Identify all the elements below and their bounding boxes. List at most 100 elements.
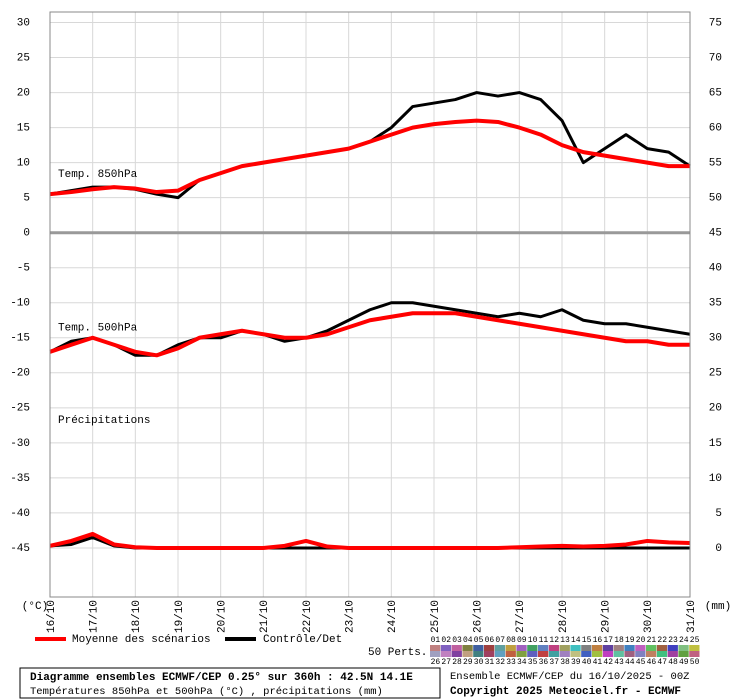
y-tick-label: 5: [23, 193, 30, 205]
perturbation-label: 40: [582, 658, 592, 667]
perturbation-label: 45: [636, 658, 646, 667]
perturbation-label: 06: [485, 636, 495, 645]
perturbation-swatch: [635, 645, 646, 651]
perturbation-label: 07: [495, 636, 505, 645]
perturbation-swatch: [581, 645, 592, 651]
series-line: [49, 118, 690, 197]
perturbation-label: 50: [690, 658, 700, 667]
y-tick-label: 25: [17, 52, 30, 64]
perturbation-label: 12: [549, 636, 559, 645]
grid: [49, 12, 691, 597]
perturbation-label: 11: [539, 636, 549, 645]
perturbation-swatch: [602, 651, 614, 657]
perturbation-label: 01: [431, 636, 441, 645]
y-tick-label: 10: [17, 158, 30, 170]
perturbation-swatch: [462, 651, 473, 657]
x-tick-label: 28/10: [558, 600, 570, 633]
y2-tick-label: 15: [709, 438, 722, 450]
y2-tick-label: 35: [709, 298, 722, 310]
perturbation-swatch: [505, 645, 516, 651]
y2-tick-label: 50: [709, 193, 722, 205]
perturbation-swatch: [602, 645, 614, 651]
perturbation-swatch: [570, 645, 581, 651]
y2-tick-label: 10: [709, 473, 722, 485]
legend-label: Contrôle/Det: [263, 634, 342, 646]
perturbation-label: 41: [593, 658, 603, 667]
x-tick-label: 23/10: [345, 600, 357, 633]
x-tick-label: 27/10: [515, 600, 527, 633]
footer-run: Ensemble ECMWF/CEP du 16/10/2025 - 00Z: [450, 671, 689, 683]
perturbation-label: 13: [560, 636, 570, 645]
y2-tick-label: 60: [709, 123, 722, 135]
y-tick-label: -5: [17, 263, 30, 275]
x-tick-label: 30/10: [643, 600, 655, 633]
perturbation-swatch: [646, 651, 657, 657]
y2-unit: (mm): [705, 601, 731, 613]
perturbation-label: 16: [593, 636, 603, 645]
perturbation-swatch: [538, 651, 549, 657]
x-tick-label: 31/10: [686, 600, 698, 633]
perturbation-label: 47: [657, 658, 667, 667]
perturbation-swatch: [592, 645, 603, 651]
perturbation-label: 44: [625, 658, 635, 667]
panel-label: Précipitations: [58, 415, 150, 427]
perturbation-swatch: [516, 651, 527, 657]
y-tick-label: 15: [17, 123, 30, 135]
perturbation-swatch: [635, 651, 646, 657]
perturbation-swatch: [613, 645, 624, 651]
perturbation-label: 09: [517, 636, 527, 645]
y-tick-label: -45: [10, 543, 30, 555]
perturbation-label: 29: [463, 658, 473, 667]
perturbation-swatch: [484, 645, 495, 651]
perturbation-swatch: [667, 645, 678, 651]
perturbation-swatch: [678, 651, 689, 657]
y-unit: (°C): [22, 601, 48, 613]
y2-tick-label: 20: [709, 403, 722, 415]
perturbation-label: 04: [463, 636, 473, 645]
perturbation-label: 23: [668, 636, 678, 645]
perturbation-swatch: [473, 651, 484, 657]
perturbation-swatch: [494, 651, 506, 657]
y-tick-label: -15: [10, 333, 30, 345]
perturbation-label: 14: [571, 636, 581, 645]
perturbation-swatch: [656, 645, 668, 651]
perturbation-swatch: [451, 651, 462, 657]
perturbation-swatch: [548, 645, 560, 651]
perturbation-legend: 01 02 03 04 05 06 07 08 09 10 11 12 13 14 15 16 17 18 19 20…: [430, 636, 700, 667]
perturbation-label: 49: [679, 658, 689, 667]
perturbation-swatch: [527, 645, 538, 651]
y-tick-label: 30: [17, 17, 30, 29]
y-tick-label: -30: [10, 438, 30, 450]
y2-tick-label: 5: [715, 508, 722, 520]
perturbation-label: 37: [549, 658, 559, 667]
perturbation-label: 18: [614, 636, 624, 645]
perturbation-swatch: [462, 645, 473, 651]
perturbation-label: 32: [495, 658, 505, 667]
perturbation-label: 20: [636, 636, 646, 645]
perturbation-label: 08: [506, 636, 516, 645]
perturbation-label: 15: [582, 636, 592, 645]
y-tick-label: -20: [10, 368, 30, 380]
perturbation-swatch: [624, 645, 635, 651]
y2-tick-label: 40: [709, 263, 722, 275]
y-tick-label: -10: [10, 298, 30, 310]
perturbation-swatch: [689, 651, 700, 657]
perturbation-swatch: [451, 645, 462, 651]
x-tick-label: 24/10: [387, 600, 399, 633]
perturbation-label: 25: [690, 636, 700, 645]
perturbation-swatch: [484, 651, 495, 657]
perturbation-swatch: [440, 651, 452, 657]
footer-title: Diagramme ensembles ECMWF/CEP 0.25° sur …: [30, 672, 413, 684]
perturbation-label: 21: [647, 636, 657, 645]
perturbation-label: 39: [571, 658, 581, 667]
x-tick-label: 29/10: [601, 600, 613, 633]
panel-label: Temp. 850hPa: [58, 169, 138, 181]
perturbation-swatch: [527, 651, 538, 657]
perturbation-label: 17: [603, 636, 613, 645]
y-tick-label: 20: [17, 87, 30, 99]
footer-subtitle: Températures 850hPa et 500hPa (°C) , pré…: [30, 686, 383, 698]
perturbation-label: 26: [431, 658, 441, 667]
panel-label: Temp. 500hPa: [58, 323, 138, 335]
